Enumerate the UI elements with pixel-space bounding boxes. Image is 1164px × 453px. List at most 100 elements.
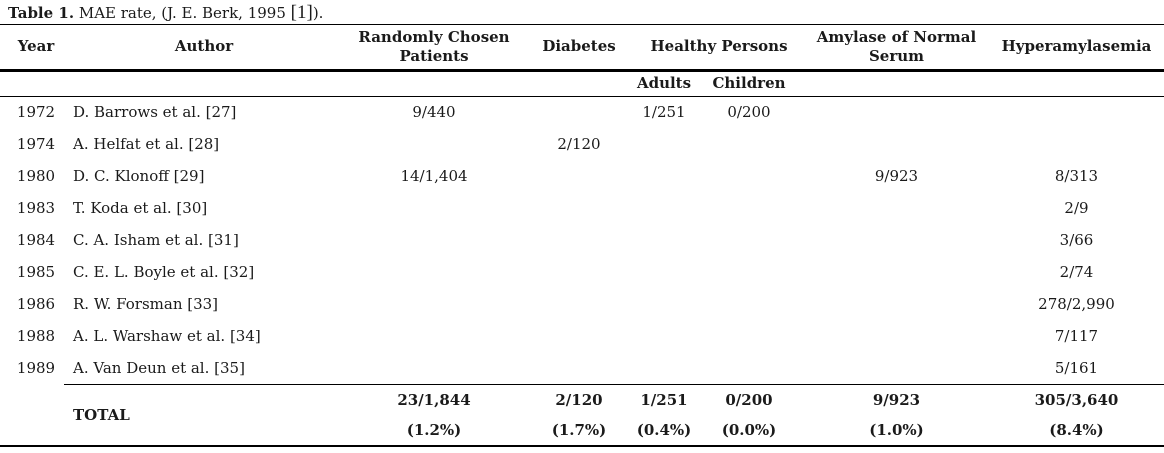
table-row: 1989 A. Van Deun et al. [35] 5/161 bbox=[0, 352, 1164, 384]
children-cell: 0/200 bbox=[727, 103, 771, 122]
amylase-cell bbox=[804, 224, 989, 256]
table-row: 1974 A. Helfat et al. [28] 2/120 bbox=[0, 128, 1164, 160]
amylase-cell bbox=[804, 96, 989, 128]
author-cell: D. Barrows et al. [27] bbox=[73, 103, 237, 122]
diabetes-cell bbox=[524, 352, 634, 384]
col-header-randomly-chosen: Randomly Chosen Patients bbox=[344, 25, 524, 72]
total-diabetes-cell: 2/120 (1.7%) bbox=[524, 383, 634, 447]
total-label: TOTAL bbox=[64, 383, 344, 447]
adults-cell bbox=[634, 192, 694, 224]
year-cell: 1985 bbox=[16, 263, 56, 281]
hyperamylasemia-cell: 7/117 bbox=[1054, 327, 1099, 345]
adults-cell bbox=[634, 320, 694, 352]
adults-cell bbox=[634, 128, 694, 160]
total-percent: (0.0%) bbox=[721, 420, 777, 439]
year-cell: 1984 bbox=[16, 231, 56, 249]
adults-cell bbox=[634, 224, 694, 256]
children-cell bbox=[694, 128, 804, 160]
year-cell: 1986 bbox=[16, 295, 56, 313]
table-row: 1972 D. Barrows et al. [27] 9/440 1/251 … bbox=[0, 96, 1164, 128]
author-cell: C. E. L. Boyle et al. [32] bbox=[73, 263, 255, 281]
adults-cell bbox=[634, 160, 694, 192]
col-header-year: Year bbox=[0, 25, 64, 72]
author-cell: A. Van Deun et al. [35] bbox=[73, 358, 245, 377]
total-adults-cell: 1/251 (0.4%) bbox=[634, 383, 694, 447]
amylase-cell: 9/923 bbox=[874, 167, 919, 185]
empty-subheader bbox=[0, 70, 64, 97]
empty-subheader bbox=[804, 70, 989, 97]
total-percent: (1.2%) bbox=[406, 420, 462, 439]
total-spacer-cell bbox=[0, 384, 64, 447]
author-cell: A. L. Warshaw et al. [34] bbox=[73, 327, 261, 345]
caption-suffix: ). bbox=[312, 4, 324, 22]
empty-subheader bbox=[344, 70, 524, 97]
diabetes-cell bbox=[524, 256, 634, 288]
children-cell bbox=[694, 352, 804, 384]
randomly-chosen-cell bbox=[344, 128, 524, 160]
total-hyperamylasemia-cell: 305/3,640 (8.4%) bbox=[989, 383, 1164, 447]
children-cell bbox=[694, 192, 804, 224]
adults-cell bbox=[634, 352, 694, 384]
table-row: 1983 T. Koda et al. [30] 2/9 bbox=[0, 192, 1164, 224]
children-cell bbox=[694, 288, 804, 320]
randomly-chosen-cell: 14/1,404 bbox=[400, 167, 468, 185]
total-value: 23/1,844 bbox=[397, 390, 471, 409]
hyperamylasemia-cell: 5/161 bbox=[1054, 358, 1099, 377]
col-header-diabetes: Diabetes bbox=[524, 25, 634, 72]
year-cell: 1974 bbox=[16, 135, 56, 153]
subheader-adults: Adults bbox=[634, 70, 694, 97]
hyperamylasemia-cell: 278/2,990 bbox=[1038, 295, 1115, 313]
amylase-cell bbox=[804, 288, 989, 320]
children-cell bbox=[694, 160, 804, 192]
table-body: 1972 D. Barrows et al. [27] 9/440 1/251 … bbox=[0, 96, 1164, 447]
author-cell: A. Helfat et al. [28] bbox=[73, 135, 220, 153]
hyperamylasemia-cell bbox=[989, 128, 1164, 160]
total-amylase-cell: 9/923 (1.0%) bbox=[804, 383, 989, 447]
total-children-cell: 0/200 (0.0%) bbox=[694, 383, 804, 447]
randomly-chosen-cell bbox=[344, 224, 524, 256]
author-cell: C. A. Isham et al. [31] bbox=[73, 231, 239, 249]
caption-label: Table 1. bbox=[8, 4, 75, 22]
empty-subheader bbox=[989, 70, 1164, 97]
total-percent: (0.4%) bbox=[636, 420, 692, 439]
total-value: 0/200 bbox=[725, 390, 773, 409]
citation-link[interactable]: [1] bbox=[290, 2, 313, 23]
table-row: 1980 D. C. Klonoff [29] 14/1,404 9/923 8… bbox=[0, 160, 1164, 192]
table-row: 1986 R. W. Forsman [33] 278/2,990 bbox=[0, 288, 1164, 320]
mae-rate-table: Year Author Randomly Chosen Patients Dia… bbox=[0, 25, 1164, 447]
hyperamylasemia-cell: 8/313 bbox=[1054, 167, 1099, 185]
diabetes-cell bbox=[524, 192, 634, 224]
total-value: 9/923 bbox=[872, 390, 921, 409]
empty-subheader bbox=[64, 70, 344, 97]
hyperamylasemia-cell: 3/66 bbox=[1059, 231, 1094, 249]
hyperamylasemia-cell: 2/74 bbox=[1059, 263, 1094, 281]
randomly-chosen-cell bbox=[344, 256, 524, 288]
col-header-author: Author bbox=[64, 25, 344, 72]
subheader-children: Children bbox=[694, 70, 804, 97]
table-row: 1985 C. E. L. Boyle et al. [32] 2/74 bbox=[0, 256, 1164, 288]
year-cell: 1972 bbox=[16, 103, 56, 122]
randomly-chosen-cell bbox=[344, 192, 524, 224]
hyperamylasemia-cell: 2/9 bbox=[1064, 199, 1089, 217]
author-cell: T. Koda et al. [30] bbox=[73, 199, 208, 217]
year-cell: 1989 bbox=[16, 359, 56, 377]
amylase-cell bbox=[804, 128, 989, 160]
total-value: 1/251 bbox=[640, 390, 688, 409]
year-cell: 1988 bbox=[16, 327, 56, 345]
total-percent: (8.4%) bbox=[1049, 420, 1104, 439]
caption-text: MAE rate, (J. E. Berk, 1995 bbox=[74, 4, 291, 22]
amylase-cell bbox=[804, 352, 989, 384]
header-row-sub: Adults Children bbox=[0, 70, 1164, 97]
total-value: 305/3,640 bbox=[1034, 390, 1119, 409]
diabetes-cell bbox=[524, 288, 634, 320]
amylase-cell bbox=[804, 256, 989, 288]
children-cell bbox=[694, 256, 804, 288]
year-cell: 1980 bbox=[16, 167, 56, 185]
total-percent: (1.7%) bbox=[551, 420, 607, 439]
children-cell bbox=[694, 224, 804, 256]
author-cell: D. C. Klonoff [29] bbox=[73, 167, 205, 185]
amylase-cell bbox=[804, 320, 989, 352]
total-percent: (1.0%) bbox=[869, 420, 924, 439]
empty-subheader bbox=[524, 70, 634, 97]
table-caption: Table 1. MAE rate, (J. E. Berk, 1995 [1]… bbox=[0, 0, 1164, 25]
